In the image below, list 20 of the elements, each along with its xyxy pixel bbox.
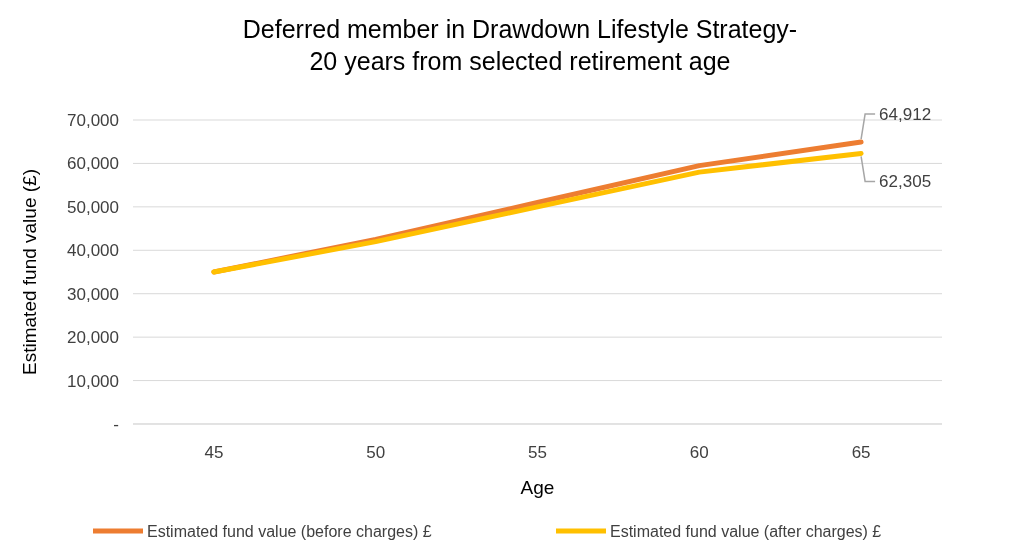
y-tick-label: - [113, 414, 119, 434]
y-tick-label: 10,000 [67, 371, 119, 391]
x-tick-label: 65 [851, 443, 871, 462]
data-label: 62,305 [879, 172, 932, 192]
y-axis-title: Estimated fund value (£) [19, 169, 40, 375]
x-tick-label: 50 [366, 443, 386, 462]
x-tick-label: 55 [528, 443, 547, 462]
x-tick-label: 45 [204, 443, 224, 462]
y-tick-label: 50,000 [67, 197, 119, 217]
y-tick-label: 30,000 [67, 284, 119, 304]
legend-label: Estimated fund value (after charges) £ [610, 522, 882, 540]
data-label: 64,912 [879, 105, 932, 125]
y-tick-label: 20,000 [67, 328, 119, 348]
x-tick-label: 60 [689, 443, 709, 462]
y-tick-label: 60,000 [67, 154, 119, 174]
x-axis-title: Age [520, 477, 555, 498]
y-tick-label: 70,000 [67, 110, 119, 130]
chart-title: Deferred member in Drawdown Lifestyle Strategy- 20 years from selected retirement age [242, 15, 798, 75]
legend-label: Estimated fund value (before charges) £ [147, 522, 432, 540]
y-tick-label: 40,000 [67, 241, 119, 261]
